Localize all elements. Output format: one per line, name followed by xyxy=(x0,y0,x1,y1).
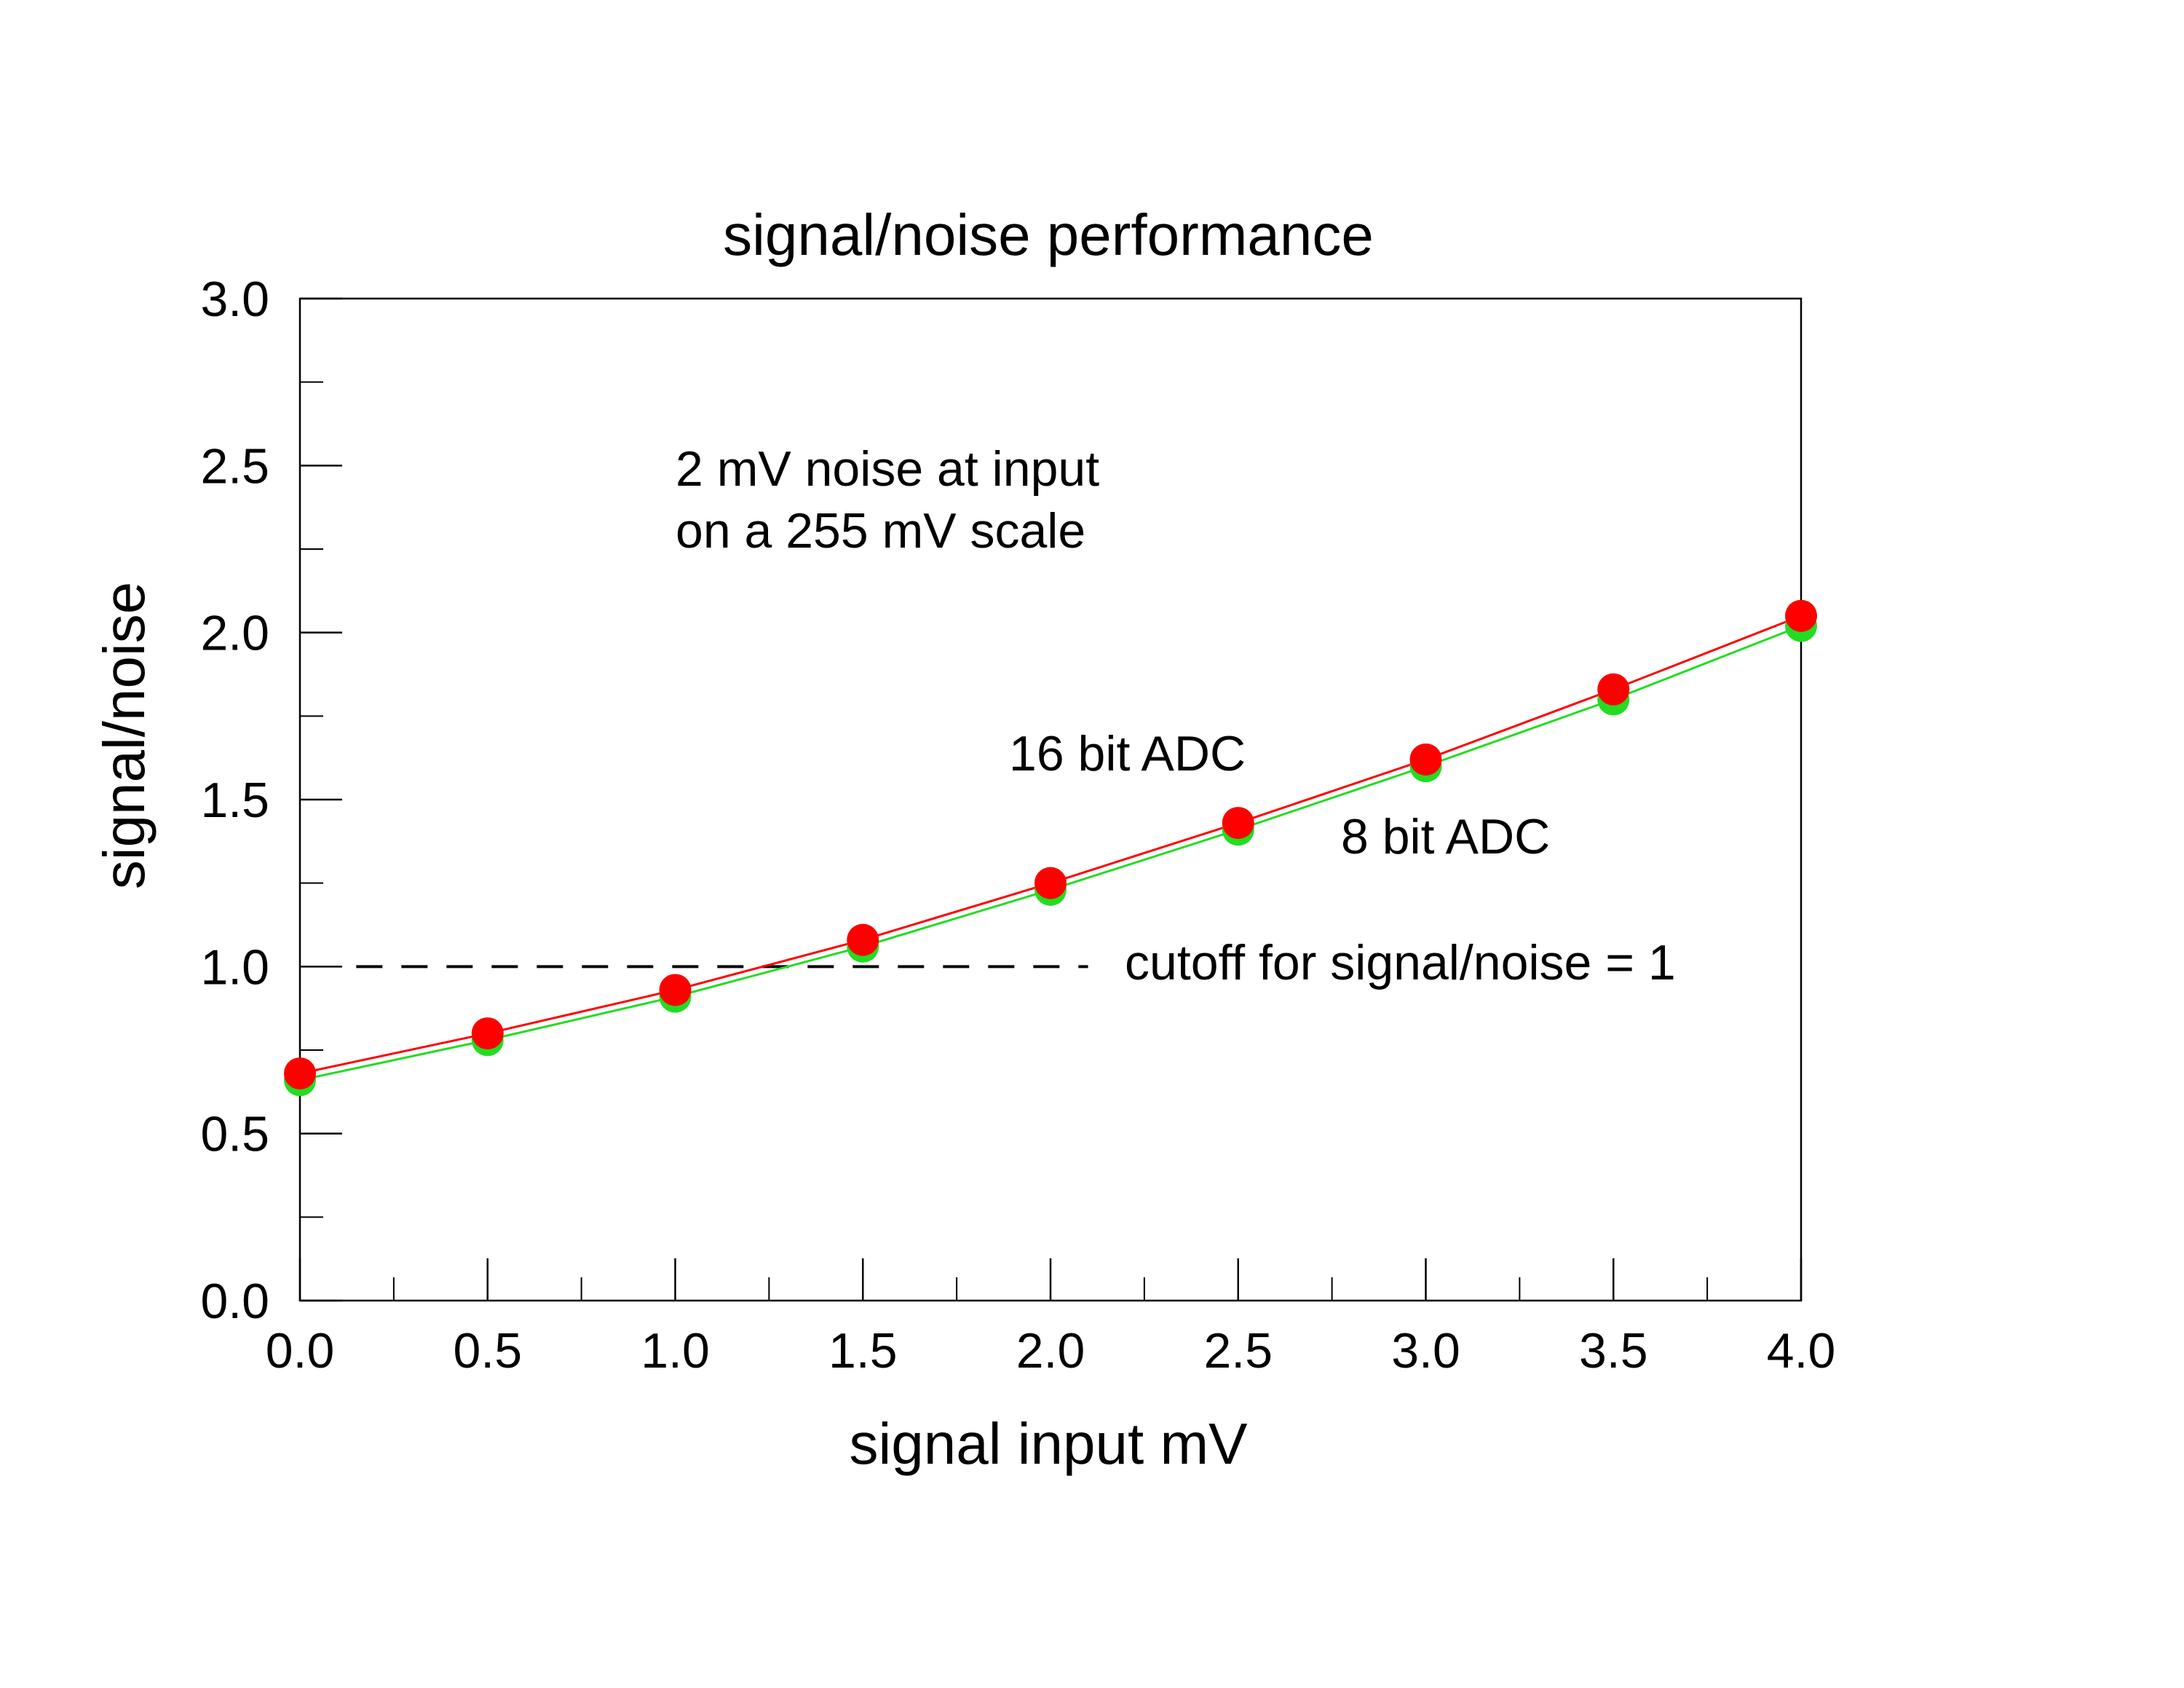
y-tick-label: 0.5 xyxy=(200,1107,269,1162)
x-tick-label: 0.5 xyxy=(453,1323,522,1379)
y-axis-tick-labels: 0.0 0.5 1.0 1.5 2.0 2.5 3.0 xyxy=(200,272,269,1329)
label-8bit-adc: 8 bit ADC xyxy=(1341,809,1550,864)
x-tick-label: 0.0 xyxy=(266,1323,335,1379)
noise-annotation-line1: 2 mV noise at input xyxy=(676,441,1099,497)
x-axis-label: signal input mV xyxy=(850,1411,1249,1476)
noise-annotation-line2: on a 255 mV scale xyxy=(676,503,1085,559)
x-axis-tick-labels: 0.0 0.5 1.0 1.5 2.0 2.5 3.0 3.5 4.0 xyxy=(266,1323,1836,1379)
x-tick-label: 2.5 xyxy=(1203,1323,1273,1379)
x-tick-label: 1.0 xyxy=(641,1323,710,1379)
y-tick-label: 2.5 xyxy=(200,438,269,494)
data-point xyxy=(284,1057,316,1090)
y-tick-label: 1.5 xyxy=(200,773,269,828)
y-axis-label: signal/noise xyxy=(92,582,157,890)
x-tick-label: 3.0 xyxy=(1391,1323,1460,1379)
label-16bit-adc: 16 bit ADC xyxy=(1009,726,1246,781)
data-point xyxy=(471,1017,504,1050)
x-axis-ticks xyxy=(298,1258,1803,1301)
data-point xyxy=(847,923,879,956)
series-points xyxy=(284,599,1817,1097)
data-point xyxy=(1222,807,1254,840)
y-tick-label: 3.0 xyxy=(200,272,269,327)
data-point xyxy=(1034,867,1067,899)
x-tick-label: 2.0 xyxy=(1016,1323,1085,1379)
x-tick-label: 1.5 xyxy=(828,1323,898,1379)
y-axis-ticks xyxy=(300,297,342,1302)
data-point xyxy=(1597,673,1630,706)
x-tick-label: 3.5 xyxy=(1579,1323,1648,1379)
x-tick-label: 4.0 xyxy=(1767,1323,1836,1379)
data-point xyxy=(1785,599,1817,632)
y-tick-label: 2.0 xyxy=(200,606,269,661)
y-tick-label: 1.0 xyxy=(200,939,269,995)
data-point xyxy=(659,974,692,1006)
cutoff-label: cutoff for signal/noise = 1 xyxy=(1125,935,1676,990)
chart-title: signal/noise performance xyxy=(723,202,1374,267)
y-tick-label: 0.0 xyxy=(200,1274,269,1329)
data-point xyxy=(1409,743,1442,776)
